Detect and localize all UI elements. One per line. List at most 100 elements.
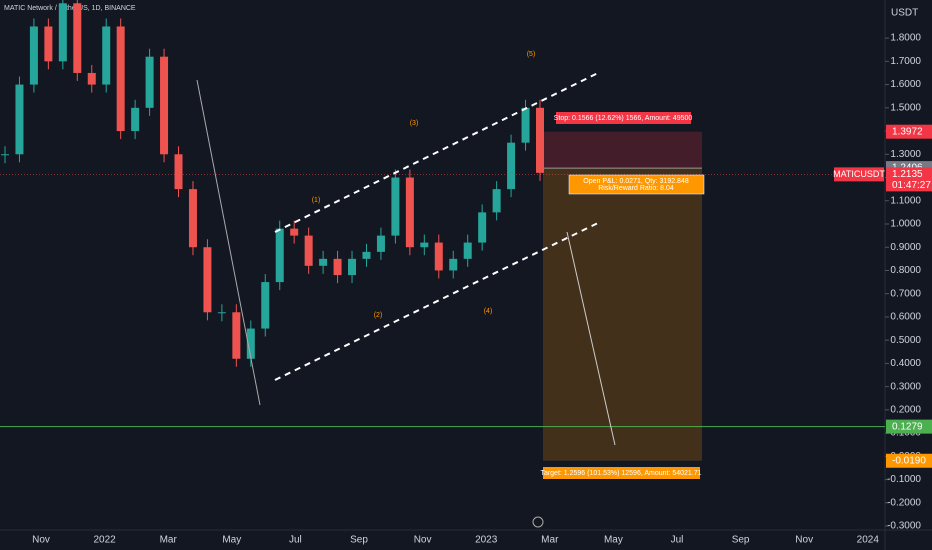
candle [58,3,67,62]
candle [174,154,183,190]
candle [44,26,53,62]
arrow-line [196,79,261,406]
y-tick-label: 0.4000 [890,358,921,369]
candle [15,84,24,155]
open-pl-label: Open P&L: 0.0271, Qty: 3192.848 [583,178,689,185]
candle [492,189,501,213]
target-zone [543,168,702,461]
y-tick-label: 0.5000 [890,335,921,346]
candle [405,177,414,248]
candle [391,177,400,236]
x-tick-label: Nov [32,535,50,546]
wave-label: (1) [312,197,321,204]
candle [521,107,530,143]
candle [1,154,9,156]
y-tick-label: 1.6000 [890,79,921,90]
last-price-bg [886,167,932,192]
countdown: 01:47:27 [892,180,931,191]
y-tick-label: 0.2000 [890,405,921,416]
y-tick-label: 1.1000 [890,195,921,206]
target-label: Target: 1.2596 (101.53%) 12596, Amount: … [540,470,701,477]
candle [29,26,38,85]
x-tick-label: Mar [541,535,559,546]
x-tick-label: 2023 [475,535,498,546]
y-tick-label: 1.0000 [890,219,921,230]
candle [145,56,154,108]
candle [102,26,111,85]
wave-label: (5) [527,51,536,58]
candle [116,26,125,132]
x-tick-label: May [222,535,241,546]
channel-line [274,221,601,381]
currency: USDT [891,8,918,19]
icon[interactable] [532,516,544,528]
x-tick-label: 2024 [857,535,880,546]
y-tick-label: -0.2000 [887,497,921,508]
pl-label-bg [568,174,705,195]
target-label-bg [543,467,700,479]
candle [420,242,429,248]
y-tick-label: 0.7000 [890,288,921,299]
last-price: 1.2135 [892,169,923,180]
y-tick-label: 1.7000 [890,56,921,67]
target-price-bg [886,453,932,468]
candle [333,258,342,276]
hline-price-bg [886,419,932,434]
candle [131,107,140,132]
x-tick-label: Nov [414,535,432,546]
candle [275,228,284,283]
wave-label: (3) [410,120,419,127]
x-tick-label: 2022 [93,535,116,546]
candle [188,189,197,248]
x-tick-label: Nov [795,535,813,546]
hline-price: 0.1279 [892,421,923,432]
stop-price-bg [886,124,932,139]
candle [376,235,385,252]
x-tick-label: Jul [671,535,684,546]
symbol: MATICUSDT [833,169,885,179]
candle [463,242,472,259]
candle [160,56,169,155]
candle [203,247,212,313]
candle [478,212,487,243]
candle [304,235,313,266]
x-tick-label: Sep [732,535,750,546]
candle [232,312,241,359]
arrow-line [566,231,616,446]
chart-title: MATIC Network / TetherUS, 1D, BINANCE [4,5,136,12]
stop-price: 1.3972 [892,126,923,137]
target-price: -0.0190 [892,455,926,466]
x-tick-label: May [604,535,623,546]
candle [449,258,458,271]
y-tick-label: 0.9000 [890,242,921,253]
stop-label-bg [556,112,691,124]
y-tick-label: 0.8000 [890,265,921,276]
channel-line [274,71,601,233]
candle [290,228,299,236]
candle [73,3,82,73]
wave-label: (4) [484,308,493,315]
y-tick-label: 0.6000 [890,312,921,323]
y-tick-label: -0.3000 [887,521,921,532]
y-tick-label: 1.3000 [890,149,921,160]
y-tick-label: -0.1000 [887,474,921,485]
stop-zone [543,131,702,169]
wave-label: (2) [374,312,383,319]
candle [507,142,516,190]
y-tick-label: 1.5000 [890,102,921,113]
rr-label: Risk/Reward Ratio: 8.04 [598,185,674,192]
x-tick-label: Jul [289,535,302,546]
candle [362,251,371,259]
symbol-bg [834,167,884,182]
candle [319,258,328,266]
candle [217,312,226,314]
y-tick-label: 0.3000 [890,381,921,392]
candle [434,242,443,271]
candle [536,107,544,173]
stop-label: Stop: 0.1566 (12.62%) 1566, Amount: 4950… [554,115,693,122]
x-tick-label: Mar [160,535,178,546]
y-tick-label: 1.8000 [890,33,921,44]
candle [261,282,270,329]
